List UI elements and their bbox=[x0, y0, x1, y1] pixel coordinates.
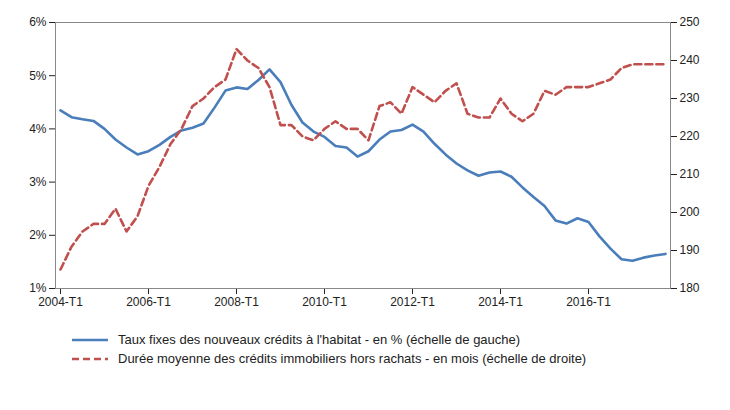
svg-text:210: 210 bbox=[680, 167, 700, 181]
svg-text:240: 240 bbox=[680, 53, 700, 67]
svg-text:5%: 5% bbox=[29, 69, 47, 83]
svg-text:220: 220 bbox=[680, 129, 700, 143]
svg-text:2012-T1: 2012-T1 bbox=[390, 295, 435, 309]
svg-text:190: 190 bbox=[680, 243, 700, 257]
svg-text:2008-T1: 2008-T1 bbox=[214, 295, 259, 309]
svg-text:4%: 4% bbox=[29, 122, 47, 136]
html-text:Durée moyenne des crédits immo: Durée moyenne des crédits immobiliers ho… bbox=[118, 351, 587, 366]
svg-text:6%: 6% bbox=[29, 15, 47, 29]
svg-text:250: 250 bbox=[680, 15, 700, 29]
svg-text:2004-T1: 2004-T1 bbox=[38, 295, 83, 309]
svg-text:230: 230 bbox=[680, 91, 700, 105]
svg-text:3%: 3% bbox=[29, 175, 47, 189]
svg-text:180: 180 bbox=[680, 281, 700, 295]
svg-text:2%: 2% bbox=[29, 228, 47, 242]
html-text:Taux fixes des nouveaux crédit: Taux fixes des nouveaux crédits à l'habi… bbox=[118, 332, 521, 347]
svg-text:200: 200 bbox=[680, 205, 700, 219]
svg-text:2010-T1: 2010-T1 bbox=[302, 295, 347, 309]
svg-text:2016-T1: 2016-T1 bbox=[566, 295, 611, 309]
svg-text:2006-T1: 2006-T1 bbox=[126, 295, 171, 309]
svg-text:1%: 1% bbox=[29, 281, 47, 295]
svg-text:2014-T1: 2014-T1 bbox=[478, 295, 523, 309]
